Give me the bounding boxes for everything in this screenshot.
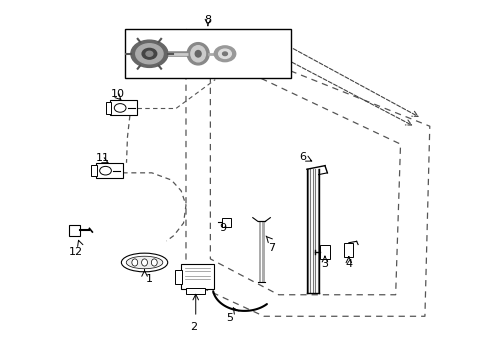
Circle shape: [142, 48, 157, 59]
Bar: [105, 102, 111, 114]
Text: 12: 12: [69, 247, 83, 257]
Bar: [344, 243, 352, 257]
Text: 1: 1: [145, 274, 153, 284]
Bar: [110, 100, 137, 116]
Circle shape: [100, 166, 111, 175]
Circle shape: [146, 51, 153, 56]
Bar: [91, 165, 97, 176]
Text: 6: 6: [299, 152, 306, 162]
Ellipse shape: [195, 50, 201, 57]
Bar: [69, 225, 80, 235]
Circle shape: [131, 40, 167, 67]
Ellipse shape: [132, 259, 138, 266]
Ellipse shape: [142, 259, 147, 266]
Ellipse shape: [187, 42, 209, 65]
Circle shape: [222, 52, 227, 55]
Ellipse shape: [126, 256, 163, 269]
Text: 10: 10: [110, 89, 124, 99]
Circle shape: [136, 44, 163, 64]
Text: 5: 5: [226, 313, 233, 323]
Text: 11: 11: [96, 153, 110, 163]
Text: 9: 9: [219, 224, 225, 233]
Ellipse shape: [190, 46, 205, 62]
Text: 8: 8: [204, 15, 211, 26]
Circle shape: [214, 46, 235, 62]
Circle shape: [114, 104, 126, 112]
Bar: [221, 218, 231, 226]
Bar: [175, 270, 182, 284]
Ellipse shape: [151, 259, 157, 266]
Bar: [320, 245, 329, 259]
Bar: [125, 30, 290, 78]
Bar: [96, 163, 122, 178]
Circle shape: [218, 49, 231, 58]
Ellipse shape: [121, 253, 167, 272]
Bar: [185, 288, 205, 294]
Text: 4: 4: [345, 259, 352, 269]
Text: 7: 7: [267, 243, 274, 253]
Text: 2: 2: [189, 322, 197, 332]
Bar: [181, 264, 214, 289]
Text: 3: 3: [321, 259, 328, 269]
